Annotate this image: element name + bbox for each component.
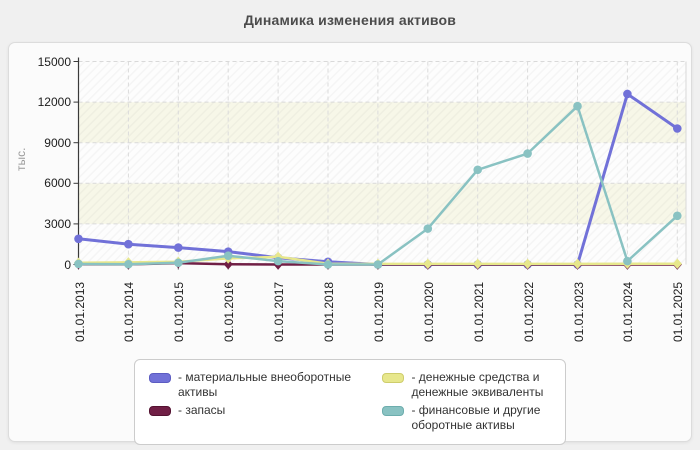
- legend-column-left: - материальные внеоборотные активы - зап…: [149, 370, 382, 436]
- x-tick-label: 01.01.2023: [571, 281, 586, 342]
- legend-label-cash: - денежные средства и денежные эквивален…: [411, 370, 544, 399]
- x-tick-label: 01.01.2015: [172, 281, 187, 342]
- legend-item-financial-assets: - финансовые и другие оборотные активы: [382, 403, 559, 433]
- x-tick-label: 01.01.2021: [471, 281, 486, 342]
- x-tick-label: 01.01.2018: [322, 281, 336, 342]
- legend-item-material-assets: - материальные внеоборотные активы: [149, 370, 382, 400]
- x-tick-label: 01.01.2020: [421, 281, 436, 342]
- legend: - материальные внеоборотные активы - зап…: [134, 359, 566, 445]
- x-tick-label: 01.01.2013: [72, 281, 87, 342]
- x-tick-label: 01.01.2014: [122, 281, 137, 342]
- legend-label-financial-assets: - финансовые и другие оборотные активы: [411, 403, 541, 432]
- legend-label-inventory: - запасы: [178, 403, 226, 417]
- y-tick-label: 3000: [44, 216, 71, 231]
- y-tick-label: 12000: [37, 95, 71, 110]
- legend-label-material-assets: - материальные внеоборотные активы: [178, 370, 351, 399]
- legend-swatch-cash: [382, 373, 405, 383]
- x-tick-label: 01.01.2025: [671, 281, 686, 342]
- y-axis-title: тыс.: [14, 147, 28, 171]
- legend-swatch-inventory: [149, 406, 171, 416]
- legend-column-right: - денежные средства и денежные эквивален…: [382, 370, 559, 436]
- chart-svg: [73, 57, 687, 270]
- y-tick-label: 6000: [44, 176, 71, 191]
- legend-swatch-material-assets: [149, 373, 171, 383]
- y-tick-label: 9000: [44, 135, 71, 150]
- x-tick-label: 01.01.2024: [621, 281, 636, 342]
- x-tick-label: 01.01.2019: [371, 281, 386, 342]
- y-tick-label: 15000: [37, 54, 71, 69]
- x-tick-label: 01.01.2022: [521, 281, 536, 342]
- x-tick-label: 01.01.2017: [272, 281, 287, 342]
- legend-item-cash: - денежные средства и денежные эквивален…: [382, 370, 559, 400]
- legend-swatch-financial-assets: [382, 406, 405, 416]
- chart-panel: тыс. - материальные внеоборотные активы …: [8, 42, 692, 445]
- legend-item-inventory: - запасы: [149, 403, 382, 418]
- chart-title: Динамика изменения активов: [243, 12, 457, 28]
- x-tick-label: 01.01.2016: [222, 281, 237, 342]
- y-tick-label: 0: [64, 257, 71, 272]
